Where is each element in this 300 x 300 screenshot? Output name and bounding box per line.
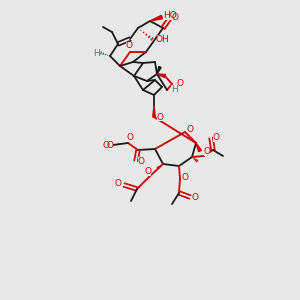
Text: O: O [203,148,211,157]
Text: O: O [212,134,220,142]
FancyBboxPatch shape [103,141,110,149]
Polygon shape [157,74,165,77]
Text: H: H [171,85,177,94]
FancyBboxPatch shape [157,35,167,43]
Text: HO: HO [163,11,177,20]
FancyBboxPatch shape [204,148,210,156]
FancyBboxPatch shape [192,193,198,201]
FancyBboxPatch shape [213,134,219,142]
Text: O: O [145,167,152,176]
Text: O: O [157,112,164,122]
FancyBboxPatch shape [93,49,99,57]
Polygon shape [157,67,161,74]
FancyBboxPatch shape [126,42,132,50]
Text: O: O [137,157,145,166]
FancyBboxPatch shape [145,168,152,176]
Text: O: O [172,14,178,22]
FancyBboxPatch shape [171,85,177,93]
Text: O: O [176,79,184,88]
Polygon shape [150,15,163,21]
FancyBboxPatch shape [127,134,134,142]
Text: O: O [187,124,194,134]
Text: O: O [106,140,113,149]
FancyBboxPatch shape [187,125,194,133]
Text: O: O [191,193,199,202]
FancyBboxPatch shape [165,12,175,20]
Text: O: O [125,41,133,50]
FancyBboxPatch shape [106,141,113,149]
FancyBboxPatch shape [177,79,183,87]
Polygon shape [196,143,201,152]
Text: O: O [115,179,122,188]
Text: O: O [127,134,134,142]
Text: H: H [93,49,99,58]
Polygon shape [153,106,155,117]
FancyBboxPatch shape [182,174,188,182]
FancyBboxPatch shape [172,14,178,22]
Text: O: O [103,140,110,149]
FancyBboxPatch shape [138,157,144,165]
Text: O: O [182,173,188,182]
Text: OH: OH [155,34,169,43]
FancyBboxPatch shape [115,180,122,188]
FancyBboxPatch shape [157,113,164,121]
